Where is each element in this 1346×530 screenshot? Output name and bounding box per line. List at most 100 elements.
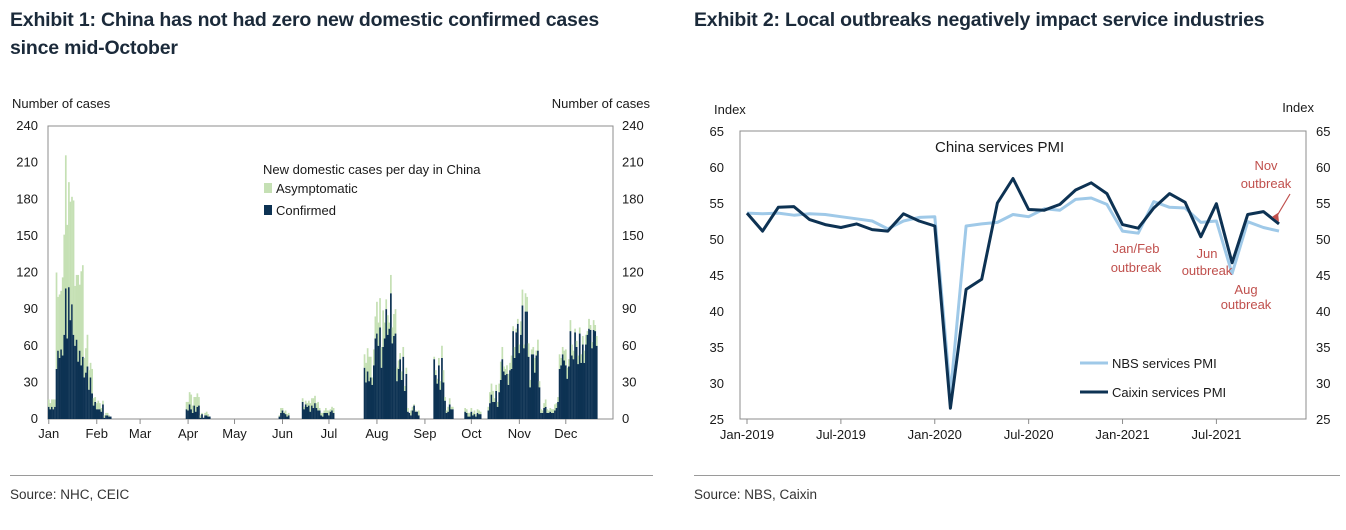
confirmed-bar bbox=[465, 412, 468, 419]
chart-inner-title: China services PMI bbox=[935, 139, 1064, 156]
asymptomatic-bar bbox=[201, 412, 203, 415]
confirmed-bar bbox=[537, 350, 539, 419]
confirmed-bar bbox=[518, 353, 521, 419]
asymptomatic-bar bbox=[467, 412, 470, 417]
asymptomatic-bar bbox=[465, 409, 468, 413]
confirmed-bar bbox=[321, 416, 324, 419]
confirmed-bar bbox=[287, 415, 290, 419]
asymptomatic-bar bbox=[61, 277, 64, 356]
confirmed-bar bbox=[524, 311, 527, 419]
confirmed-bar bbox=[391, 343, 394, 419]
x-axis: Jan-2019 Jul-2019 Jan-2020 Jul-2020 Jan-2021… bbox=[720, 419, 1241, 442]
asymptomatic-bar bbox=[303, 406, 306, 410]
asymptomatic-bar bbox=[490, 383, 493, 395]
asymptomatic-bar bbox=[413, 404, 415, 406]
asymptomatic-bar bbox=[63, 234, 66, 335]
confirmed-bar bbox=[507, 384, 510, 419]
confirmed-bar bbox=[301, 401, 304, 419]
asymptomatic-bar bbox=[561, 346, 564, 355]
confirmed-bar bbox=[591, 348, 593, 419]
confirmed-bar bbox=[365, 382, 367, 419]
annotation-label: outbreak bbox=[1221, 297, 1272, 312]
asymptomatic-bar bbox=[439, 381, 442, 390]
asymptomatic-bar bbox=[478, 410, 480, 415]
confirmed-bar bbox=[577, 364, 580, 419]
x-tick-label: Jul-2019 bbox=[816, 427, 866, 442]
asymptomatic-bar bbox=[516, 318, 519, 324]
asymptomatic-bar bbox=[433, 356, 436, 360]
confirmed-bar bbox=[315, 408, 318, 419]
confirmed-bar bbox=[85, 372, 87, 419]
asymptomatic-bar bbox=[403, 386, 406, 391]
confirmed-bar bbox=[95, 409, 98, 419]
confirmed-bar bbox=[376, 333, 378, 419]
asymptomatic-bar bbox=[191, 405, 194, 413]
asymptomatic-bar bbox=[468, 412, 471, 417]
confirmed-bar bbox=[448, 404, 451, 419]
confirmed-bar bbox=[504, 375, 507, 419]
confirmed-bar bbox=[303, 409, 306, 419]
y-tick-label-left: 30 bbox=[24, 374, 38, 389]
y-tick-label-right: 30 bbox=[622, 374, 636, 389]
confirmed-bar bbox=[188, 404, 191, 419]
bars bbox=[47, 155, 598, 419]
asymptomatic-bar bbox=[399, 353, 402, 360]
asymptomatic-bar bbox=[571, 344, 573, 356]
annotation-arrow-head bbox=[1272, 212, 1279, 222]
confirmed-bar bbox=[89, 377, 92, 419]
confirmed-bar bbox=[495, 390, 497, 419]
annotation-label: outbreak bbox=[1111, 260, 1162, 275]
asymptomatic-bar bbox=[523, 344, 525, 349]
x-tick-label: Aug bbox=[365, 426, 388, 441]
confirmed-bar bbox=[49, 409, 52, 419]
confirmed-bar bbox=[185, 409, 188, 419]
asymptomatic-bar bbox=[374, 316, 377, 339]
asymptomatic-bar bbox=[194, 397, 197, 412]
y-tick-label-right: 0 bbox=[622, 411, 629, 426]
y-tick-label-left: 180 bbox=[16, 191, 38, 206]
legend-label-asymptomatic: Asymptomatic bbox=[276, 181, 358, 196]
confirmed-bar bbox=[592, 329, 595, 419]
confirmed-bar bbox=[372, 365, 375, 419]
confirmed-bar bbox=[533, 372, 536, 419]
asymptomatic-bar bbox=[105, 412, 107, 416]
confirmed-bar bbox=[52, 409, 55, 419]
asymptomatic-bar bbox=[577, 355, 580, 365]
confirmed-bar bbox=[91, 393, 93, 419]
confirmed-bar bbox=[281, 410, 284, 419]
asymptomatic-bar bbox=[185, 401, 188, 410]
x-tick-label: May bbox=[222, 426, 247, 441]
confirmed-bar bbox=[526, 311, 528, 419]
asymptomatic-bar bbox=[414, 410, 417, 412]
asymptomatic-bar bbox=[583, 350, 586, 363]
confirmed-bar bbox=[326, 412, 329, 419]
x-tick-label: Jan bbox=[38, 426, 59, 441]
asymptomatic-bar bbox=[196, 393, 199, 407]
confirmed-bar bbox=[490, 394, 493, 419]
confirmed-bar bbox=[205, 415, 208, 419]
y-tick-label-left: 90 bbox=[24, 301, 38, 316]
asymptomatic-bar bbox=[554, 404, 556, 411]
confirmed-bar bbox=[521, 305, 524, 419]
confirmed-bar bbox=[109, 416, 112, 419]
confirmed-bar bbox=[397, 368, 400, 419]
asymptomatic-bar bbox=[376, 301, 378, 334]
asymptomatic-bar bbox=[75, 274, 78, 340]
y-tick-label-left: 150 bbox=[16, 228, 38, 243]
confirmed-bar bbox=[201, 414, 203, 419]
x-tick-label: Jun bbox=[272, 426, 293, 441]
asymptomatic-bar bbox=[74, 285, 76, 346]
confirmed-bar bbox=[540, 412, 542, 419]
confirmed-bar bbox=[304, 404, 307, 419]
confirmed-bar bbox=[572, 359, 575, 419]
asymptomatic-bar bbox=[68, 182, 70, 288]
confirmed-bar bbox=[468, 416, 471, 419]
asymptomatic-bar bbox=[77, 274, 80, 362]
confirmed-bar bbox=[399, 359, 402, 419]
asymptomatic-bar bbox=[49, 403, 52, 410]
asymptomatic-bar bbox=[504, 368, 507, 376]
x-tick-label: Nov bbox=[508, 426, 532, 441]
asymptomatic-bar bbox=[540, 409, 542, 413]
y-tick-label-right: 150 bbox=[622, 228, 644, 243]
confirmed-bar bbox=[487, 410, 490, 419]
